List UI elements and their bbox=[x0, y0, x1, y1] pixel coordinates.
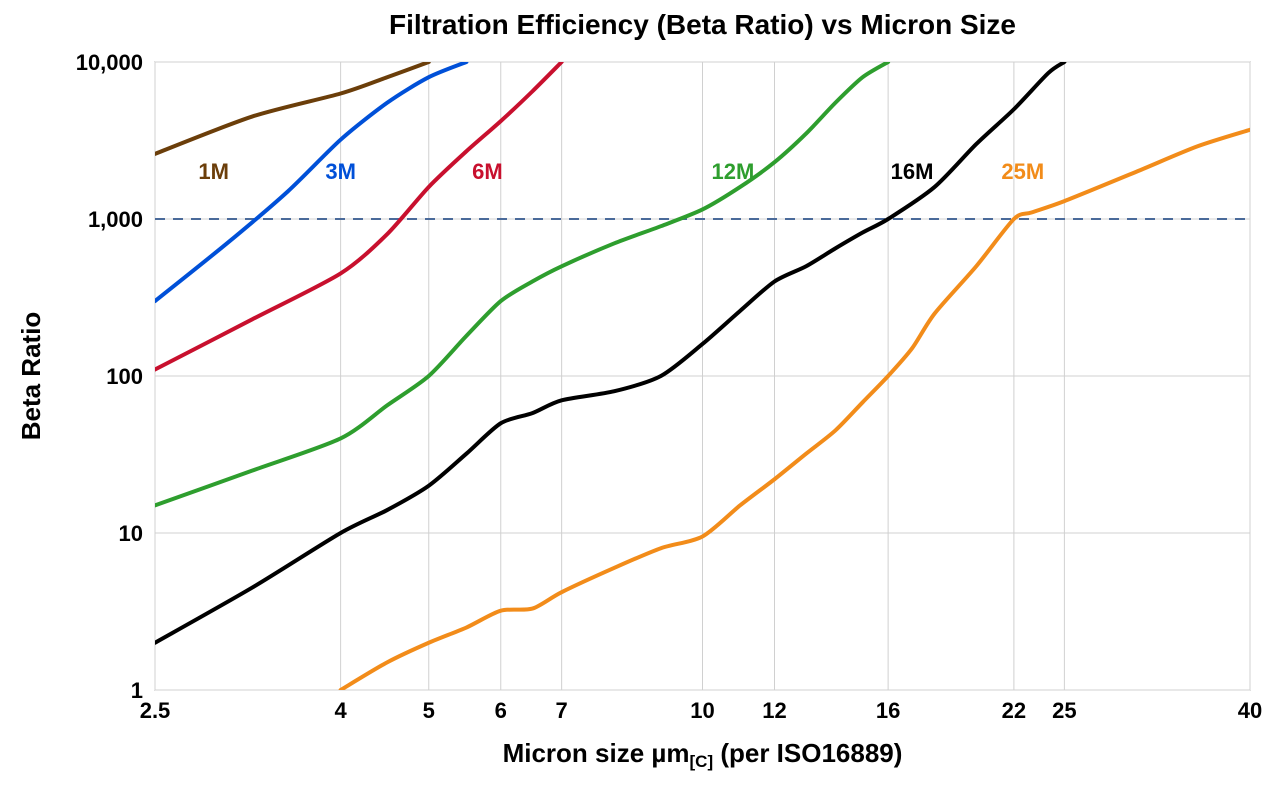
x-tick-label: 4 bbox=[334, 698, 347, 723]
series-label-12M: 12M bbox=[711, 159, 754, 184]
chart-background bbox=[0, 0, 1272, 790]
x-tick-label: 5 bbox=[423, 698, 435, 723]
series-label-3M: 3M bbox=[325, 159, 356, 184]
y-tick-label: 100 bbox=[106, 364, 143, 389]
x-tick-label: 7 bbox=[556, 698, 568, 723]
y-tick-label: 1,000 bbox=[88, 207, 143, 232]
series-label-6M: 6M bbox=[472, 159, 503, 184]
x-tick-label: 2.5 bbox=[140, 698, 171, 723]
x-tick-label: 16 bbox=[876, 698, 900, 723]
x-tick-label: 10 bbox=[690, 698, 714, 723]
x-tick-label: 22 bbox=[1002, 698, 1026, 723]
y-tick-label: 1 bbox=[131, 678, 143, 703]
chart-container: 2.5 4 5 6 7 10 12 16 22 25 40 1 10 100 1,000 10,000 1M 3M… bbox=[0, 0, 1272, 790]
x-tick-label: 6 bbox=[495, 698, 507, 723]
series-label-1M: 1M bbox=[198, 159, 229, 184]
y-tick-label: 10 bbox=[119, 521, 143, 546]
chart-title: Filtration Efficiency (Beta Ratio) vs Mi… bbox=[389, 9, 1016, 40]
x-tick-label: 25 bbox=[1052, 698, 1076, 723]
y-tick-label: 10,000 bbox=[76, 50, 143, 75]
series-label-25M: 25M bbox=[1001, 159, 1044, 184]
y-axis-label: Beta Ratio bbox=[16, 312, 46, 441]
x-tick-label: 40 bbox=[1238, 698, 1262, 723]
filtration-efficiency-chart: 2.5 4 5 6 7 10 12 16 22 25 40 1 10 100 1,000 10,000 1M 3M… bbox=[0, 0, 1272, 790]
x-tick-label: 12 bbox=[762, 698, 786, 723]
series-label-16M: 16M bbox=[891, 159, 934, 184]
